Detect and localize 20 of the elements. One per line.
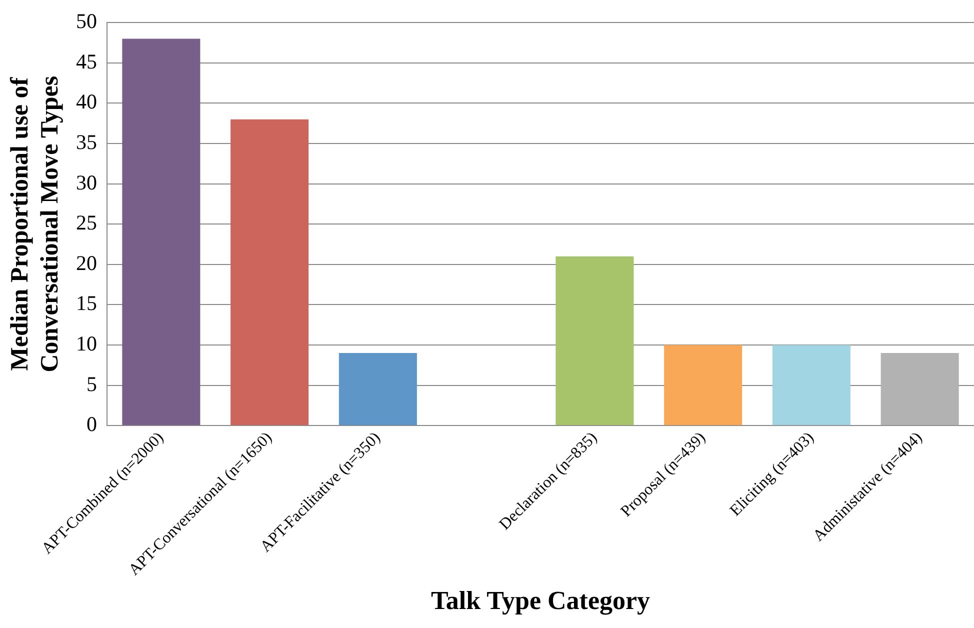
x-axis-title: Talk Type Category [430,586,650,616]
bar [338,353,417,426]
bar [122,38,200,426]
y-tick-label: 20 [76,250,97,275]
y-tick-label: 40 [76,90,97,114]
bar [880,353,959,426]
bar [772,345,850,426]
y-tick-label: 15 [76,291,97,316]
y-tick-label: 5 [86,372,97,396]
bar [556,256,634,426]
bar [230,119,309,426]
y-tick-label: 0 [86,412,97,436]
y-tick-label: 25 [76,210,97,235]
y-tick-label: 50 [76,9,97,34]
y-tick-label: 10 [76,332,97,356]
bar [664,345,742,426]
y-tick-label: 35 [76,130,97,154]
y-axis-title: Median Proportional use of Conversational Move Types [6,76,64,372]
y-tick-label: 45 [76,49,97,74]
y-tick-label: 30 [76,170,97,194]
